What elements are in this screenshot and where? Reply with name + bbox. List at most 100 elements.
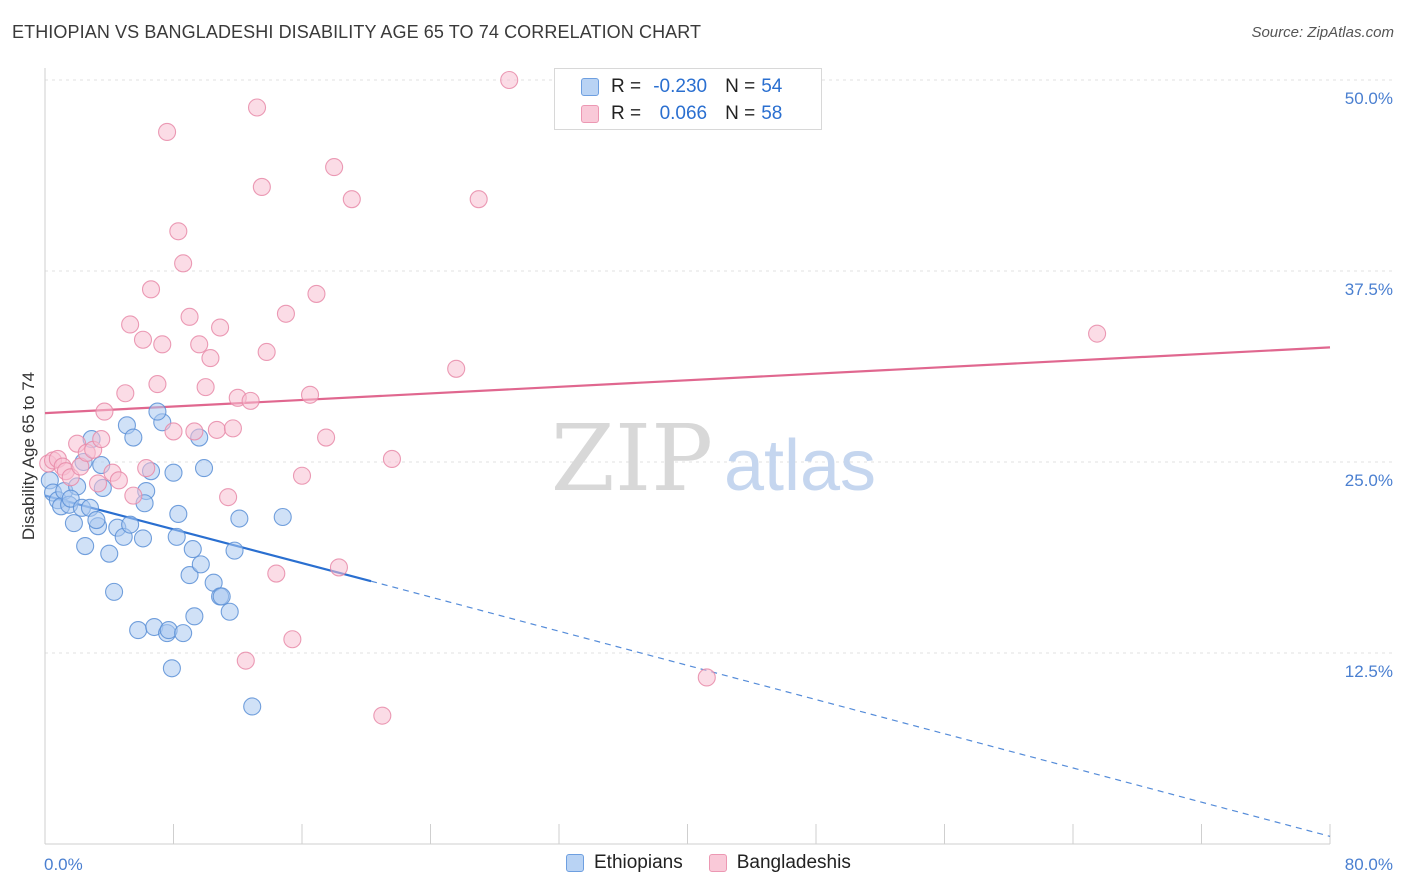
bangladeshi-point [158,122,177,142]
legend-row-bangladeshis: R = 0.066 N = 58 [581,102,782,126]
bangladeshi-point [267,564,286,583]
bangladeshi-point [317,428,336,447]
bangladeshi-point [373,706,392,725]
bangladeshi-point [141,280,161,299]
bangladeshi-point [697,668,716,687]
ethiopian-point [194,459,214,478]
bangladeshi-point [190,335,209,354]
ethiopian-point [162,659,181,678]
legend-r-value: -0.230 [653,76,708,97]
bangladeshi-point [382,449,402,468]
bangladeshi-point [292,466,312,485]
ethiopian-point [273,507,292,527]
ethiopian-point [185,607,204,626]
y-tick-labels: 50.0% 37.5% 25.0% 12.5% [1345,89,1393,681]
watermark: ZIP atlas [551,405,876,512]
bangladeshi-point [153,335,172,354]
legend-n-label: N = [725,76,756,97]
bangladeshi-point [196,378,215,397]
watermark-atlas: atlas [724,426,876,506]
bangladeshi-point [207,420,226,439]
ethiopians-trend-line [44,494,372,583]
bangladeshi-point [283,630,302,649]
legend-n-label: N = [725,103,756,124]
legend-r-label: R = [611,103,642,124]
bangladeshi-point [223,419,242,438]
legend-ethiopians-label: Ethiopians [594,852,683,873]
ethiopian-point [124,428,143,447]
ethiopian-point [100,544,119,563]
bangladeshi-point [329,558,348,577]
ethiopian-point [133,529,153,548]
legend-r-value: 0.066 [659,103,708,124]
y-tick-label: 25.0% [1345,471,1393,490]
ethiopian-point [64,514,83,533]
bangladeshi-point [276,304,295,323]
ethiopians-swatch [581,78,599,96]
bangladeshi-point [300,385,320,404]
bangladeshi-point [447,359,466,378]
ethiopian-point [76,536,95,556]
legend-bangladeshis-label: Bangladeshis [736,852,851,873]
ethiopian-point [225,541,244,560]
y-tick-label: 50.0% [1345,89,1393,108]
bangladeshi-point [307,284,326,303]
bangladeshi-point [164,422,183,441]
bangladeshi-point [137,459,156,478]
bangladeshi-point [174,254,193,273]
bangladeshi-point [241,391,260,410]
series-legend: Ethiopians Bangladeshis [566,852,877,874]
chart-title: ETHIOPIAN VS BANGLADESHI DISABILITY AGE … [12,22,702,42]
watermark-zip: ZIP [551,405,713,512]
ethiopian-point [212,587,231,606]
correlation-legend: R = -0.230 N = 54 R = 0.066 N = 58 [554,68,822,130]
ethiopians-swatch [566,854,584,872]
ethiopian-point [129,621,148,640]
legend-item-bangladeshis: Bangladeshis [708,852,851,874]
bangladeshi-point [469,190,488,209]
ethiopian-point [167,527,186,546]
ethiopian-point [191,555,210,574]
bangladeshi-point [95,402,114,421]
gridlines [45,79,1392,654]
legend-item-ethiopians: Ethiopians [566,852,683,874]
bangladeshi-point [180,307,199,326]
bangladeshi-point [325,158,344,177]
y-tick-label: 37.5% [1345,280,1393,299]
legend-r-label: R = [611,76,642,97]
bangladeshi-point [500,70,519,90]
bangladeshi-point [109,471,128,490]
bangladeshi-point [116,384,135,403]
bangladeshi-point [219,488,238,507]
ethiopian-point [243,697,262,716]
ethiopian-point [169,504,188,524]
bangladeshi-point [185,422,204,441]
bangladeshi-point [211,318,230,337]
bangladeshi-point [201,349,220,368]
ethiopian-point [164,463,183,482]
bangladeshi-point [257,342,276,362]
ethiopian-point [220,602,239,621]
ethiopian-point [148,402,167,421]
bangladeshi-point [88,474,108,493]
ethiopians-trend-extension [370,580,1331,837]
bangladeshi-point [121,315,140,334]
bangladeshi-point [252,177,271,197]
bangladeshi-point [92,430,111,449]
y-axis-label: Disability Age 65 to 74 [19,372,38,540]
bangladeshis-swatch [581,105,599,123]
x-tick-min: 0.0% [44,855,83,874]
bangladeshis-swatch [708,854,727,872]
bangladeshi-point [1088,324,1107,343]
ethiopian-point [183,540,202,559]
bangladeshi-point [169,222,188,241]
ethiopian-point [121,515,140,534]
bangladeshi-point [342,190,361,209]
ethiopian-point [174,624,193,643]
legend-n-value: 54 [761,76,783,97]
y-tick-label: 12.5% [1345,662,1393,681]
bangladeshi-point [148,375,167,394]
bangladeshi-point [247,98,267,117]
ethiopian-point [230,509,249,528]
